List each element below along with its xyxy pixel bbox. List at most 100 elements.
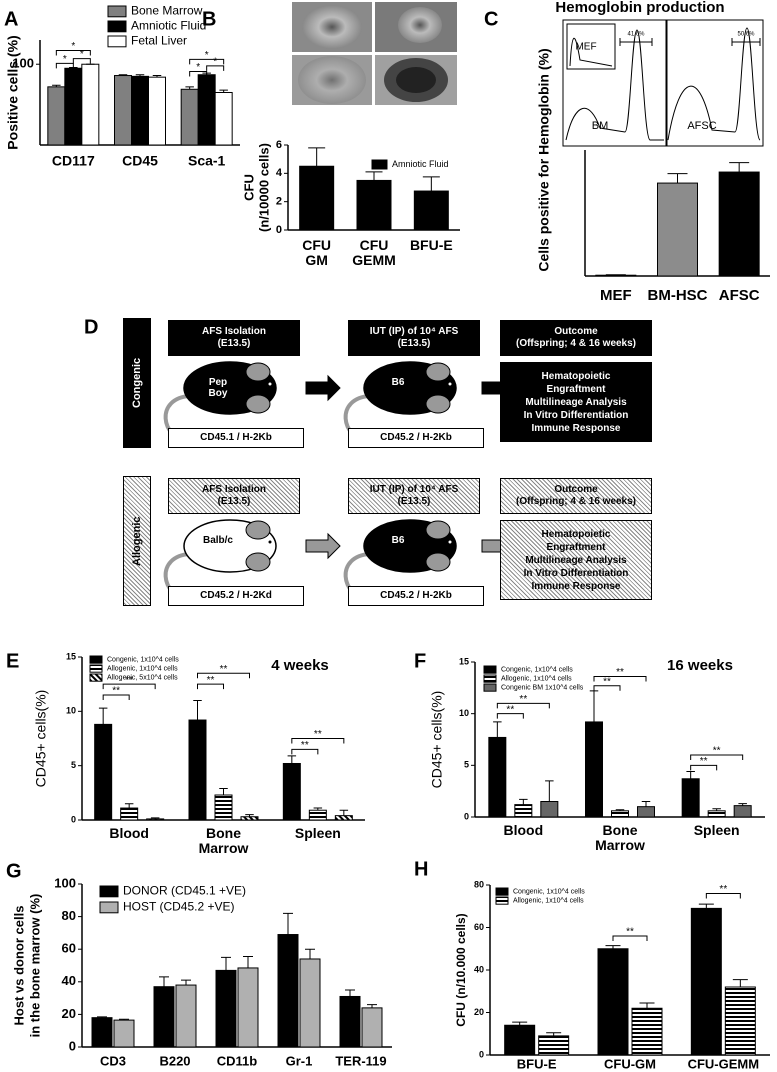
bar: [47, 86, 66, 146]
significance-bracket: [102, 683, 156, 690]
bar: [120, 807, 139, 821]
error-bar: [124, 803, 134, 809]
error-bar: [605, 945, 621, 949]
panel-letter: D: [84, 316, 98, 338]
x-tick-label: Blood: [109, 825, 149, 841]
mouse-label: Pep Boy: [208, 377, 228, 399]
legend-label: Allogenic, 1x10^4 cells: [501, 675, 572, 682]
panel-letter: B: [202, 8, 216, 30]
x-tick-label: MEF: [600, 287, 632, 304]
significance-label: **: [314, 729, 322, 740]
x-tick-label: CFU-GM: [604, 1056, 656, 1071]
y-axis-label: (n/10000 cells): [256, 143, 271, 232]
legend-swatch: [107, 20, 127, 33]
error-bar: [493, 721, 502, 738]
bar: [175, 984, 197, 1048]
x-tick-label: Sca-1: [188, 153, 226, 169]
error-bar: [118, 74, 128, 76]
y-tick-label: 10: [66, 706, 76, 716]
bar: [595, 274, 637, 277]
error-bar: [243, 956, 253, 968]
x-tick-label: Bone Marrow: [595, 822, 645, 853]
error-bar: [98, 707, 108, 725]
error-bar: [52, 84, 61, 87]
significance-bracket: [189, 71, 208, 77]
bar: [690, 907, 722, 1056]
y-tick-label: 40: [62, 973, 76, 988]
x-tick-label: CFU GM: [302, 237, 331, 268]
micrographs: [292, 2, 457, 105]
x-tick-label: CD45: [122, 153, 158, 169]
flow-arrow: [305, 374, 341, 402]
panel-letter: A: [4, 8, 18, 30]
bar: [214, 92, 233, 146]
x-tick-label: CD3: [100, 1053, 126, 1068]
legend-swatch: [89, 664, 103, 673]
bar: [597, 948, 629, 1056]
x-tick-label: BFU-E: [410, 237, 453, 253]
error-bar: [159, 976, 169, 987]
y-axis-label: CFU: [241, 174, 256, 201]
significance-bracket: [593, 685, 621, 691]
mouse-label: B6: [391, 377, 405, 388]
bar: [81, 63, 100, 146]
annotation: 4 weeks: [271, 657, 329, 674]
error-bar: [667, 173, 688, 184]
gate-label: 50.6%: [737, 32, 755, 38]
error-bar: [367, 1004, 377, 1008]
bar: [707, 810, 726, 818]
y-tick-label: 60: [62, 941, 76, 956]
strain-box: CD45.2 / H-2Kd: [168, 586, 304, 606]
error-bar: [615, 809, 625, 811]
y-axis-label: Host vs donor cells: [11, 906, 26, 1026]
panel-letter: C: [484, 8, 498, 30]
error-bar: [305, 948, 315, 959]
bar: [214, 794, 233, 821]
y-tick-label: 15: [459, 656, 469, 666]
bar: [148, 76, 166, 146]
bar: [299, 958, 321, 1048]
error-bar: [152, 75, 162, 78]
bar: [277, 934, 299, 1048]
x-tick-label: Spleen: [694, 822, 740, 838]
row-label: Allogenic: [123, 476, 151, 606]
panel-letter: E: [6, 650, 19, 672]
legend-swatch: [483, 674, 497, 683]
significance-bracket: [197, 672, 250, 679]
strain-box: CD45.2 / H-2Kb: [348, 428, 484, 448]
panel-letter: H: [414, 858, 428, 880]
legend-label: Fetal Liver: [131, 34, 187, 48]
significance-label: **: [719, 884, 727, 895]
significance-label: *: [80, 49, 84, 60]
error-bar: [589, 690, 599, 722]
legend-label: Allogenic, 1x10^4 cells: [107, 665, 178, 672]
bar: [361, 1007, 383, 1048]
y-tick-label: 20: [474, 1007, 484, 1017]
legend-swatch: [107, 35, 127, 48]
bar: [114, 75, 132, 146]
mouse-ear: [245, 552, 271, 572]
bar: [631, 1007, 663, 1056]
bar: [540, 801, 559, 818]
y-tick-label: 0: [464, 811, 469, 821]
legend-swatch: [99, 885, 119, 898]
mouse-ear: [425, 520, 451, 540]
mouse-eye: [448, 382, 452, 386]
legend-swatch: [99, 901, 119, 914]
y-tick-label: 20: [62, 1006, 76, 1021]
y-axis-label: in the bone marrow (%): [27, 894, 42, 1038]
bar: [585, 721, 603, 818]
bar: [91, 1017, 113, 1048]
y-axis-label: Positive cells (%): [5, 35, 21, 149]
significance-label: *: [205, 50, 209, 61]
y-tick-label: 100: [54, 875, 76, 890]
legend-label: Congenic, 1x10^4 cells: [501, 666, 573, 673]
readouts-box: Hematopoietic Engraftment Multilineage A…: [500, 362, 652, 442]
error-bar: [181, 979, 191, 986]
x-tick-label: BFU-E: [517, 1056, 557, 1071]
legend-swatch: [371, 159, 388, 170]
gate-label: 41.6%: [627, 32, 645, 38]
significance-label: **: [700, 756, 708, 767]
bar: [657, 182, 698, 277]
strain-box: CD45.2 / H-2Kb: [348, 586, 484, 606]
